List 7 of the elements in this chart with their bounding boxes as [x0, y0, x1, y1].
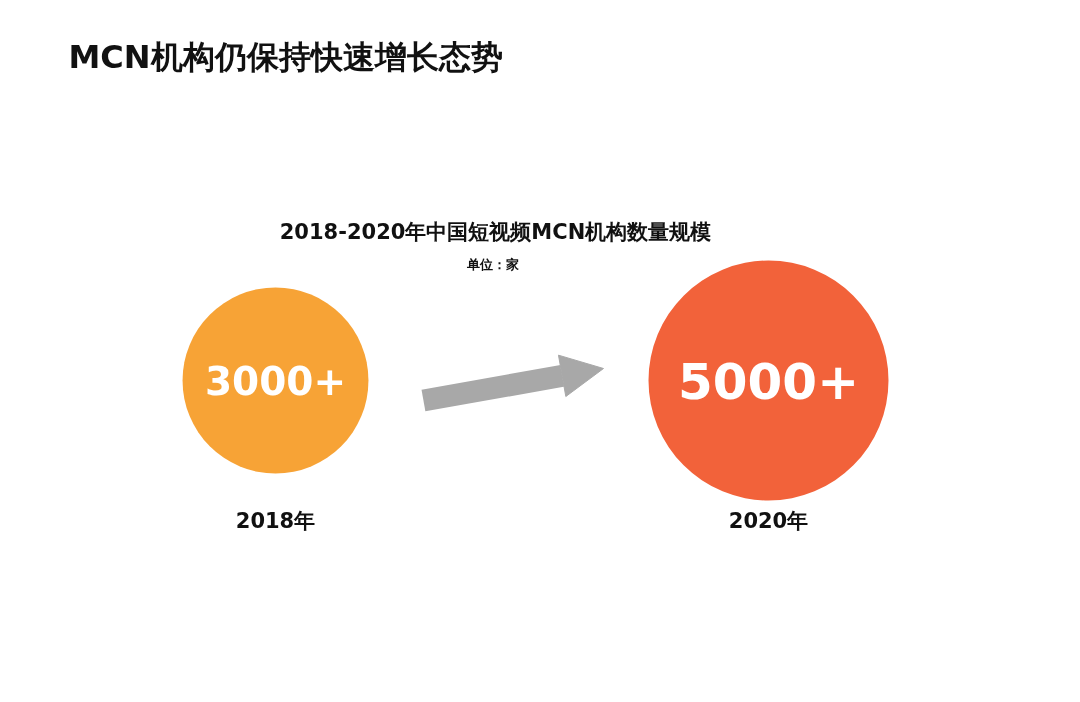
data-label: 3000+ [204, 359, 347, 404]
data-label: 5000+ [677, 352, 860, 411]
text: MCN机构仍保持快速增长态势 [68, 37, 503, 76]
category-label: 2020年 [728, 508, 809, 533]
text: 单位：家 [465, 257, 519, 272]
text: 2018-2020年中国短视频MCN机构数量规模 [279, 219, 712, 244]
category-label: 2018年 [235, 508, 316, 533]
